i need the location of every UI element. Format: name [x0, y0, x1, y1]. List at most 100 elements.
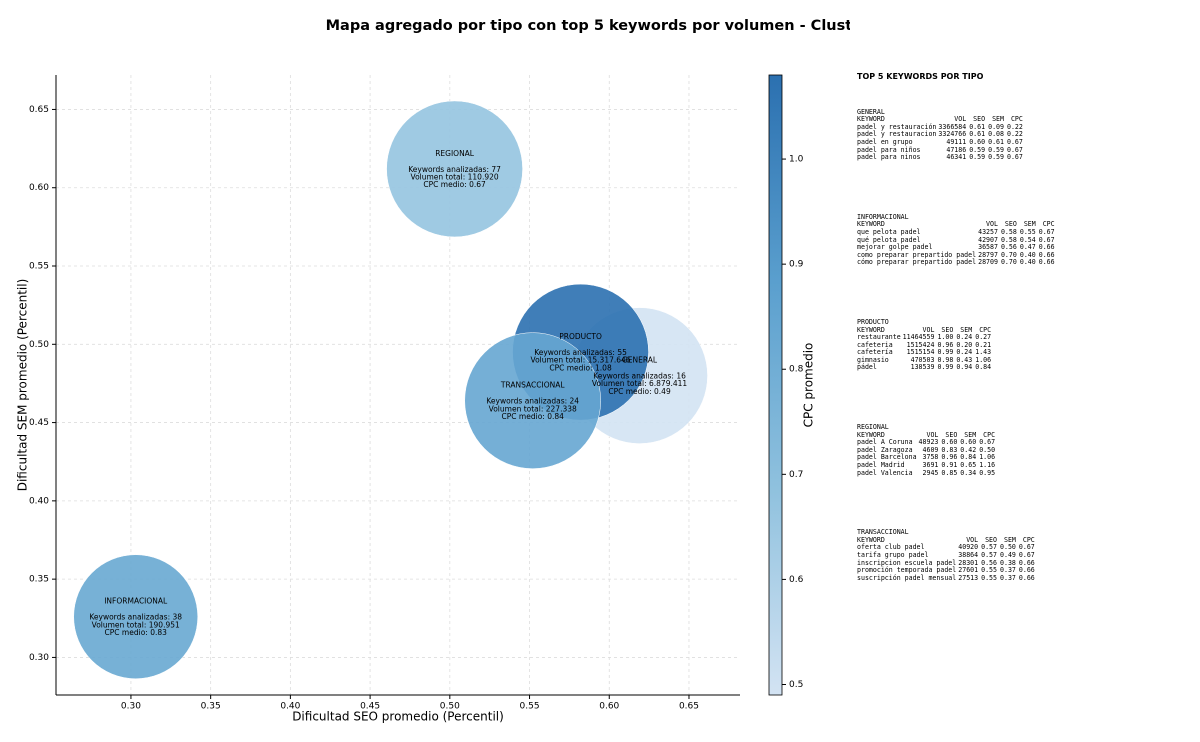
column-header: VOL	[922, 325, 935, 334]
colorbar-label: CPC promedio	[802, 343, 816, 428]
bubble	[73, 554, 198, 679]
cell: 0.67	[1018, 551, 1035, 559]
column-header: SEO	[1004, 220, 1017, 229]
cell: 0.49	[1000, 551, 1016, 559]
column-header: CPC	[983, 430, 996, 439]
cell: 0.95	[979, 468, 996, 477]
x-tick-label: 0.40	[280, 702, 300, 712]
cell: 0.98	[937, 355, 954, 364]
cell: qué pelota padel	[857, 235, 921, 244]
cell: padel Madrid	[857, 461, 905, 470]
cell: 46341	[946, 153, 967, 162]
cell: 0.09	[988, 122, 1004, 131]
cell: 0.84	[975, 363, 992, 372]
cell: 0.24	[956, 348, 973, 357]
x-tick-label: 0.50	[440, 702, 460, 712]
colorbar-tick-label: 0.6	[789, 575, 804, 585]
colorbar-tick-label: 0.7	[789, 470, 803, 480]
cell: cafetería	[857, 348, 893, 357]
bubble-line: Volumen total: 15.317.646	[531, 356, 631, 365]
y-tick-label: 0.30	[29, 653, 49, 663]
cell: como preparar prepartido padel	[857, 250, 977, 259]
chart-title: Mapa agregado por tipo con top 5 keyword…	[326, 18, 850, 34]
column-header: KEYWORD	[857, 220, 885, 229]
cell: 138539	[910, 363, 935, 372]
cell: 0.96	[937, 340, 954, 349]
bubble-line: Keywords analizadas: 77	[408, 165, 501, 174]
header-row: KEYWORD VOL SEO SEM CPC	[857, 221, 1058, 229]
cell: 0.55	[1019, 227, 1036, 236]
cell: 0.60	[960, 438, 977, 447]
cell: 0.57	[981, 543, 997, 552]
cell: 40920	[958, 543, 979, 552]
cell: 1515424	[906, 340, 935, 349]
cell: 1.06	[975, 355, 992, 364]
cell: padel en grupo	[857, 137, 913, 146]
cell: 0.61	[969, 130, 986, 139]
cell: 0.40	[1019, 250, 1036, 259]
header-row: KEYWORD VOL SEO SEM CPC	[857, 325, 994, 335]
keyword-row: suscripción padel mensual 27513 0.55 0.37 0.…	[857, 573, 1038, 583]
cell: 0.55	[981, 573, 997, 582]
cell: 0.67	[1018, 543, 1035, 552]
cell: padel para niños	[857, 145, 921, 154]
keyword-table: GENERAL KEYWORD VOL SEO SEM CPC padel y restau…	[857, 107, 1026, 162]
column-header: VOL	[986, 220, 998, 229]
y-tick-label: 0.65	[29, 105, 49, 115]
cell: 0.83	[941, 445, 958, 454]
keyword-row: padel y restauración 3366584 0.61 0.09 0.22	[857, 122, 1026, 132]
cell: 0.67	[979, 438, 996, 447]
cell: 0.99	[937, 348, 954, 357]
cell: padel Barcelona	[857, 453, 917, 462]
cell: 0.57	[981, 551, 997, 559]
cell: 1515154	[906, 348, 935, 357]
y-tick-label: 0.50	[29, 340, 49, 350]
cell: padel A Coruna	[857, 438, 913, 447]
cell: padel para ninos	[857, 153, 921, 162]
bubble-name: INFORMACIONAL	[104, 597, 168, 606]
column-header: VOL	[926, 430, 939, 439]
header-row: KEYWORD VOL SEO SEM CPC	[857, 430, 998, 440]
column-header: KEYWORD	[857, 115, 885, 124]
cell: padel Zaragoza	[857, 445, 913, 454]
x-axis-label: Dificultad SEO promedio (Percentil)	[292, 710, 504, 724]
cell: 0.08	[988, 130, 1004, 139]
column-header: SEM	[960, 325, 973, 334]
cell: 0.61	[988, 137, 1004, 146]
y-tick-label: 0.40	[29, 496, 49, 506]
cell: restaurante	[857, 333, 901, 342]
cell: 49111	[946, 137, 967, 146]
cell: 0.67	[1006, 153, 1023, 162]
cell: cafeteria	[857, 340, 893, 349]
bubble-name: REGIONAL	[435, 149, 475, 158]
keyword-row: restaurante 11464559 1.00 0.24 0.27	[857, 333, 994, 342]
bubble-name: GENERAL	[622, 356, 658, 365]
cell: 0.59	[988, 153, 1004, 162]
column-header: SEO	[973, 115, 986, 124]
cell: 0.85	[941, 468, 958, 477]
keyword-row: padel Madrid 3691 0.91 0.65 1.16	[857, 461, 998, 470]
header-row: KEYWORD VOL SEO SEM CPC	[857, 116, 1026, 124]
column-header: KEYWORD	[857, 430, 885, 439]
bubble-line: Volumen total: 227.338	[489, 404, 577, 413]
cell: 1.16	[979, 461, 996, 470]
bubble-line: Volumen total: 190.951	[92, 620, 180, 629]
cell: 0.37	[1000, 573, 1016, 582]
cell: 0.50	[979, 445, 996, 454]
group-row: TRANSACCIONAL	[857, 529, 1038, 537]
bubble-line: Keywords analizadas: 38	[89, 613, 182, 622]
group-name: GENERAL	[857, 107, 885, 116]
cell: 0.59	[988, 145, 1004, 154]
cell: 11464559	[902, 333, 935, 342]
cell: 1.43	[975, 348, 992, 357]
y-tick-label: 0.45	[29, 418, 49, 428]
cell: padel y restauración	[857, 122, 937, 131]
cell: 0.58	[1000, 235, 1017, 244]
y-tick-label: 0.60	[29, 183, 49, 193]
cell: 0.40	[1019, 258, 1036, 267]
cell: 28797	[978, 250, 998, 259]
cell: 27513	[958, 573, 979, 582]
header-row: KEYWORD VOL SEO SEM CPC	[857, 536, 1038, 545]
cell: 1.06	[979, 453, 996, 462]
